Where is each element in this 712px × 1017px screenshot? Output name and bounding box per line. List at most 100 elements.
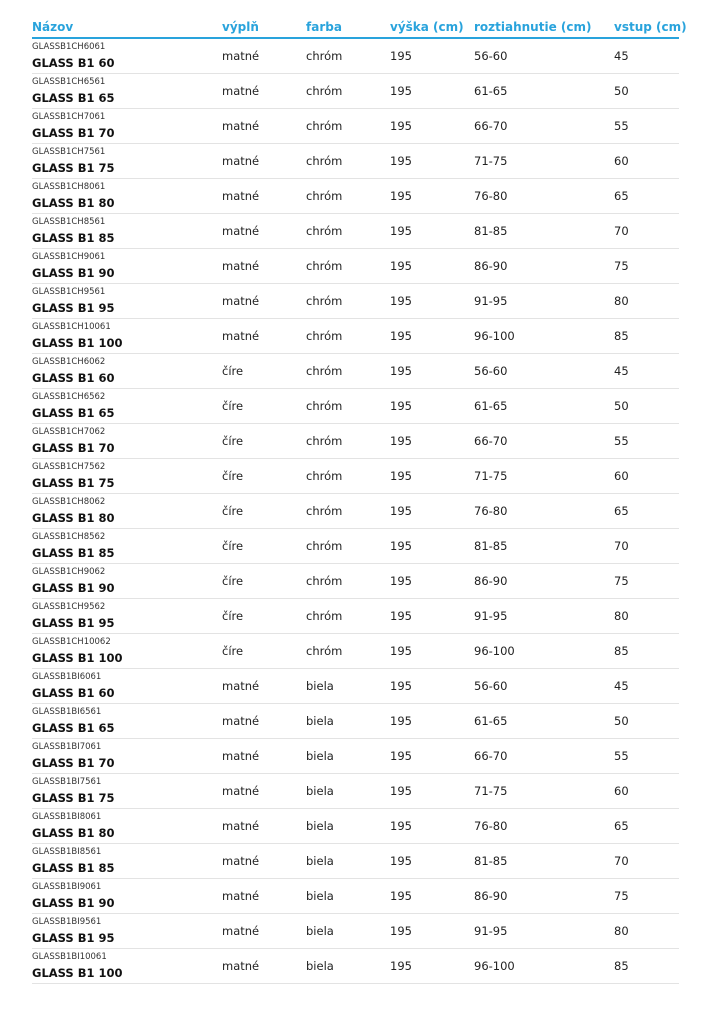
table-row: GLASSB1CH9561 GLASS B1 95 matné chróm 195 91-… bbox=[32, 284, 679, 319]
cell-color: chróm bbox=[306, 119, 343, 133]
table-row: GLASSB1CH9562 GLASS B1 95 číre chróm 195 91-9… bbox=[32, 599, 679, 634]
cell-name: GLASS B1 90 bbox=[32, 266, 115, 280]
cell-code: GLASSB1CH8562 bbox=[32, 532, 106, 542]
cell-color: biela bbox=[306, 714, 334, 728]
cell-code: GLASSB1CH9561 bbox=[32, 287, 106, 297]
cell-name: GLASS B1 70 bbox=[32, 126, 115, 140]
cell-name: GLASS B1 80 bbox=[32, 196, 115, 210]
cell-color: chróm bbox=[306, 329, 343, 343]
cell-range: 96-100 bbox=[474, 644, 515, 658]
cell-code: GLASSB1CH7062 bbox=[32, 427, 106, 437]
cell-fill: číre bbox=[222, 574, 244, 588]
cell-name: GLASS B1 65 bbox=[32, 406, 115, 420]
table-row: GLASSB1CH7061 GLASS B1 70 matné chróm 195 66-… bbox=[32, 109, 679, 144]
cell-color: biela bbox=[306, 749, 334, 763]
cell-code: GLASSB1CH8061 bbox=[32, 182, 106, 192]
cell-code: GLASSB1CH6561 bbox=[32, 77, 106, 87]
cell-code: GLASSB1CH10062 bbox=[32, 637, 111, 647]
table-row: GLASSB1CH8561 GLASS B1 85 matné chróm 195 81-… bbox=[32, 214, 679, 249]
cell-entry: 50 bbox=[614, 714, 629, 728]
cell-name: GLASS B1 100 bbox=[32, 336, 123, 350]
cell-code: GLASSB1CH9562 bbox=[32, 602, 106, 612]
cell-entry: 80 bbox=[614, 609, 629, 623]
cell-range: 61-65 bbox=[474, 399, 508, 413]
cell-color: chróm bbox=[306, 644, 343, 658]
cell-range: 76-80 bbox=[474, 819, 508, 833]
cell-range: 91-95 bbox=[474, 924, 508, 938]
table-row: GLASSB1CH7561 GLASS B1 75 matné chróm 195 71-… bbox=[32, 144, 679, 179]
header-fill: výplň bbox=[222, 20, 259, 34]
cell-name: GLASS B1 100 bbox=[32, 966, 123, 980]
cell-entry: 65 bbox=[614, 189, 629, 203]
cell-range: 91-95 bbox=[474, 609, 508, 623]
cell-fill: matné bbox=[222, 49, 260, 63]
cell-range: 96-100 bbox=[474, 329, 515, 343]
cell-range: 71-75 bbox=[474, 154, 508, 168]
cell-name: GLASS B1 80 bbox=[32, 826, 115, 840]
table-row: GLASSB1BI7561 GLASS B1 75 matné biela 195 71-… bbox=[32, 774, 679, 809]
cell-name: GLASS B1 95 bbox=[32, 301, 115, 315]
cell-height: 195 bbox=[390, 224, 412, 238]
cell-fill: číre bbox=[222, 609, 244, 623]
table-row: GLASSB1BI6561 GLASS B1 65 matné biela 195 61-… bbox=[32, 704, 679, 739]
cell-entry: 60 bbox=[614, 154, 629, 168]
cell-name: GLASS B1 65 bbox=[32, 91, 115, 105]
cell-height: 195 bbox=[390, 609, 412, 623]
cell-color: chróm bbox=[306, 49, 343, 63]
cell-range: 81-85 bbox=[474, 854, 508, 868]
cell-name: GLASS B1 60 bbox=[32, 371, 115, 385]
cell-entry: 75 bbox=[614, 259, 629, 273]
header-height: výška (cm) bbox=[390, 20, 464, 34]
cell-fill: matné bbox=[222, 679, 260, 693]
cell-height: 195 bbox=[390, 784, 412, 798]
table-row: GLASSB1CH10061 GLASS B1 100 matné chróm 195 9… bbox=[32, 319, 679, 354]
cell-entry: 55 bbox=[614, 749, 629, 763]
cell-entry: 80 bbox=[614, 924, 629, 938]
cell-fill: matné bbox=[222, 889, 260, 903]
cell-code: GLASSB1CH6061 bbox=[32, 42, 106, 52]
cell-range: 76-80 bbox=[474, 189, 508, 203]
cell-code: GLASSB1CH8561 bbox=[32, 217, 106, 227]
cell-fill: matné bbox=[222, 714, 260, 728]
cell-name: GLASS B1 90 bbox=[32, 581, 115, 595]
table-row: GLASSB1BI7061 GLASS B1 70 matné biela 195 66-… bbox=[32, 739, 679, 774]
cell-fill: matné bbox=[222, 959, 260, 973]
cell-fill: matné bbox=[222, 259, 260, 273]
cell-range: 96-100 bbox=[474, 959, 515, 973]
table-row: GLASSB1CH6062 GLASS B1 60 číre chróm 195 56-6… bbox=[32, 354, 679, 389]
cell-range: 56-60 bbox=[474, 364, 508, 378]
cell-entry: 55 bbox=[614, 119, 629, 133]
cell-entry: 70 bbox=[614, 854, 629, 868]
cell-range: 81-85 bbox=[474, 224, 508, 238]
cell-entry: 60 bbox=[614, 784, 629, 798]
cell-fill: číre bbox=[222, 644, 244, 658]
cell-height: 195 bbox=[390, 434, 412, 448]
cell-height: 195 bbox=[390, 854, 412, 868]
cell-entry: 60 bbox=[614, 469, 629, 483]
cell-code: GLASSB1CH8062 bbox=[32, 497, 106, 507]
cell-height: 195 bbox=[390, 819, 412, 833]
cell-range: 71-75 bbox=[474, 784, 508, 798]
cell-range: 81-85 bbox=[474, 539, 508, 553]
cell-color: chróm bbox=[306, 399, 343, 413]
cell-entry: 80 bbox=[614, 294, 629, 308]
cell-entry: 75 bbox=[614, 574, 629, 588]
cell-entry: 85 bbox=[614, 644, 629, 658]
cell-name: GLASS B1 85 bbox=[32, 546, 115, 560]
cell-name: GLASS B1 65 bbox=[32, 721, 115, 735]
cell-height: 195 bbox=[390, 119, 412, 133]
cell-height: 195 bbox=[390, 714, 412, 728]
cell-entry: 45 bbox=[614, 364, 629, 378]
cell-code: GLASSB1CH10061 bbox=[32, 322, 111, 332]
table-row: GLASSB1CH9062 GLASS B1 90 číre chróm 195 86-9… bbox=[32, 564, 679, 599]
table-row: GLASSB1CH9061 GLASS B1 90 matné chróm 195 86-… bbox=[32, 249, 679, 284]
cell-color: chróm bbox=[306, 84, 343, 98]
cell-entry: 55 bbox=[614, 434, 629, 448]
cell-color: chróm bbox=[306, 469, 343, 483]
cell-fill: číre bbox=[222, 364, 244, 378]
cell-fill: matné bbox=[222, 224, 260, 238]
cell-color: chróm bbox=[306, 224, 343, 238]
cell-height: 195 bbox=[390, 294, 412, 308]
table-row: GLASSB1CH7062 GLASS B1 70 číre chróm 195 66-7… bbox=[32, 424, 679, 459]
cell-fill: číre bbox=[222, 539, 244, 553]
